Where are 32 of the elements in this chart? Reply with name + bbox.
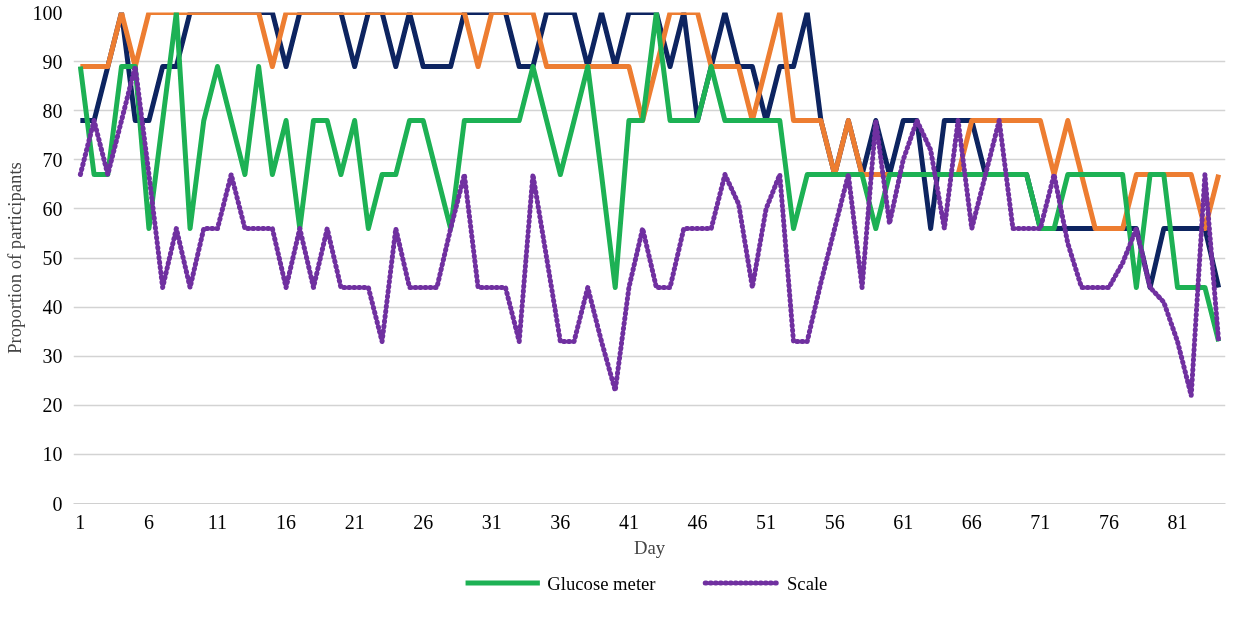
x-tick-label: 31 xyxy=(481,510,502,533)
y-tick-label: 10 xyxy=(42,443,63,466)
y-tick-label: 0 xyxy=(52,492,63,515)
y-tick-label: 80 xyxy=(42,99,63,122)
x-tick-label: 46 xyxy=(687,510,708,533)
x-tick-label: 16 xyxy=(276,510,297,533)
x-tick-label: 51 xyxy=(756,510,777,533)
y-tick-label: 100 xyxy=(32,1,63,24)
legend-label: Scale xyxy=(787,572,828,594)
x-tick-label: 81 xyxy=(1167,510,1188,533)
x-tick-label: 11 xyxy=(207,510,228,533)
y-tick-label: 20 xyxy=(42,394,63,417)
y-axis-title: Proportion of participants xyxy=(3,162,25,354)
x-tick-label: 1 xyxy=(75,510,86,533)
x-tick-label: 6 xyxy=(143,510,154,533)
legend-label: Glucose meter xyxy=(547,572,657,594)
x-tick-label: 56 xyxy=(824,510,845,533)
y-tick-label: 60 xyxy=(42,197,63,220)
x-tick-label: 36 xyxy=(550,510,571,533)
y-tick-label: 90 xyxy=(42,50,63,73)
y-tick-label: 70 xyxy=(42,148,63,171)
y-tick-label: 30 xyxy=(42,345,63,368)
x-tick-label: 61 xyxy=(893,510,914,533)
x-tick-label: 71 xyxy=(1030,510,1051,533)
x-tick-label: 66 xyxy=(961,510,982,533)
x-tick-label: 76 xyxy=(1098,510,1119,533)
x-tick-label: 41 xyxy=(618,510,639,533)
x-tick-label: 26 xyxy=(413,510,434,533)
x-axis-title: Day xyxy=(633,536,666,558)
y-tick-label: 50 xyxy=(42,247,63,269)
y-tick-label: 40 xyxy=(42,296,63,319)
x-tick-label: 21 xyxy=(344,510,365,533)
